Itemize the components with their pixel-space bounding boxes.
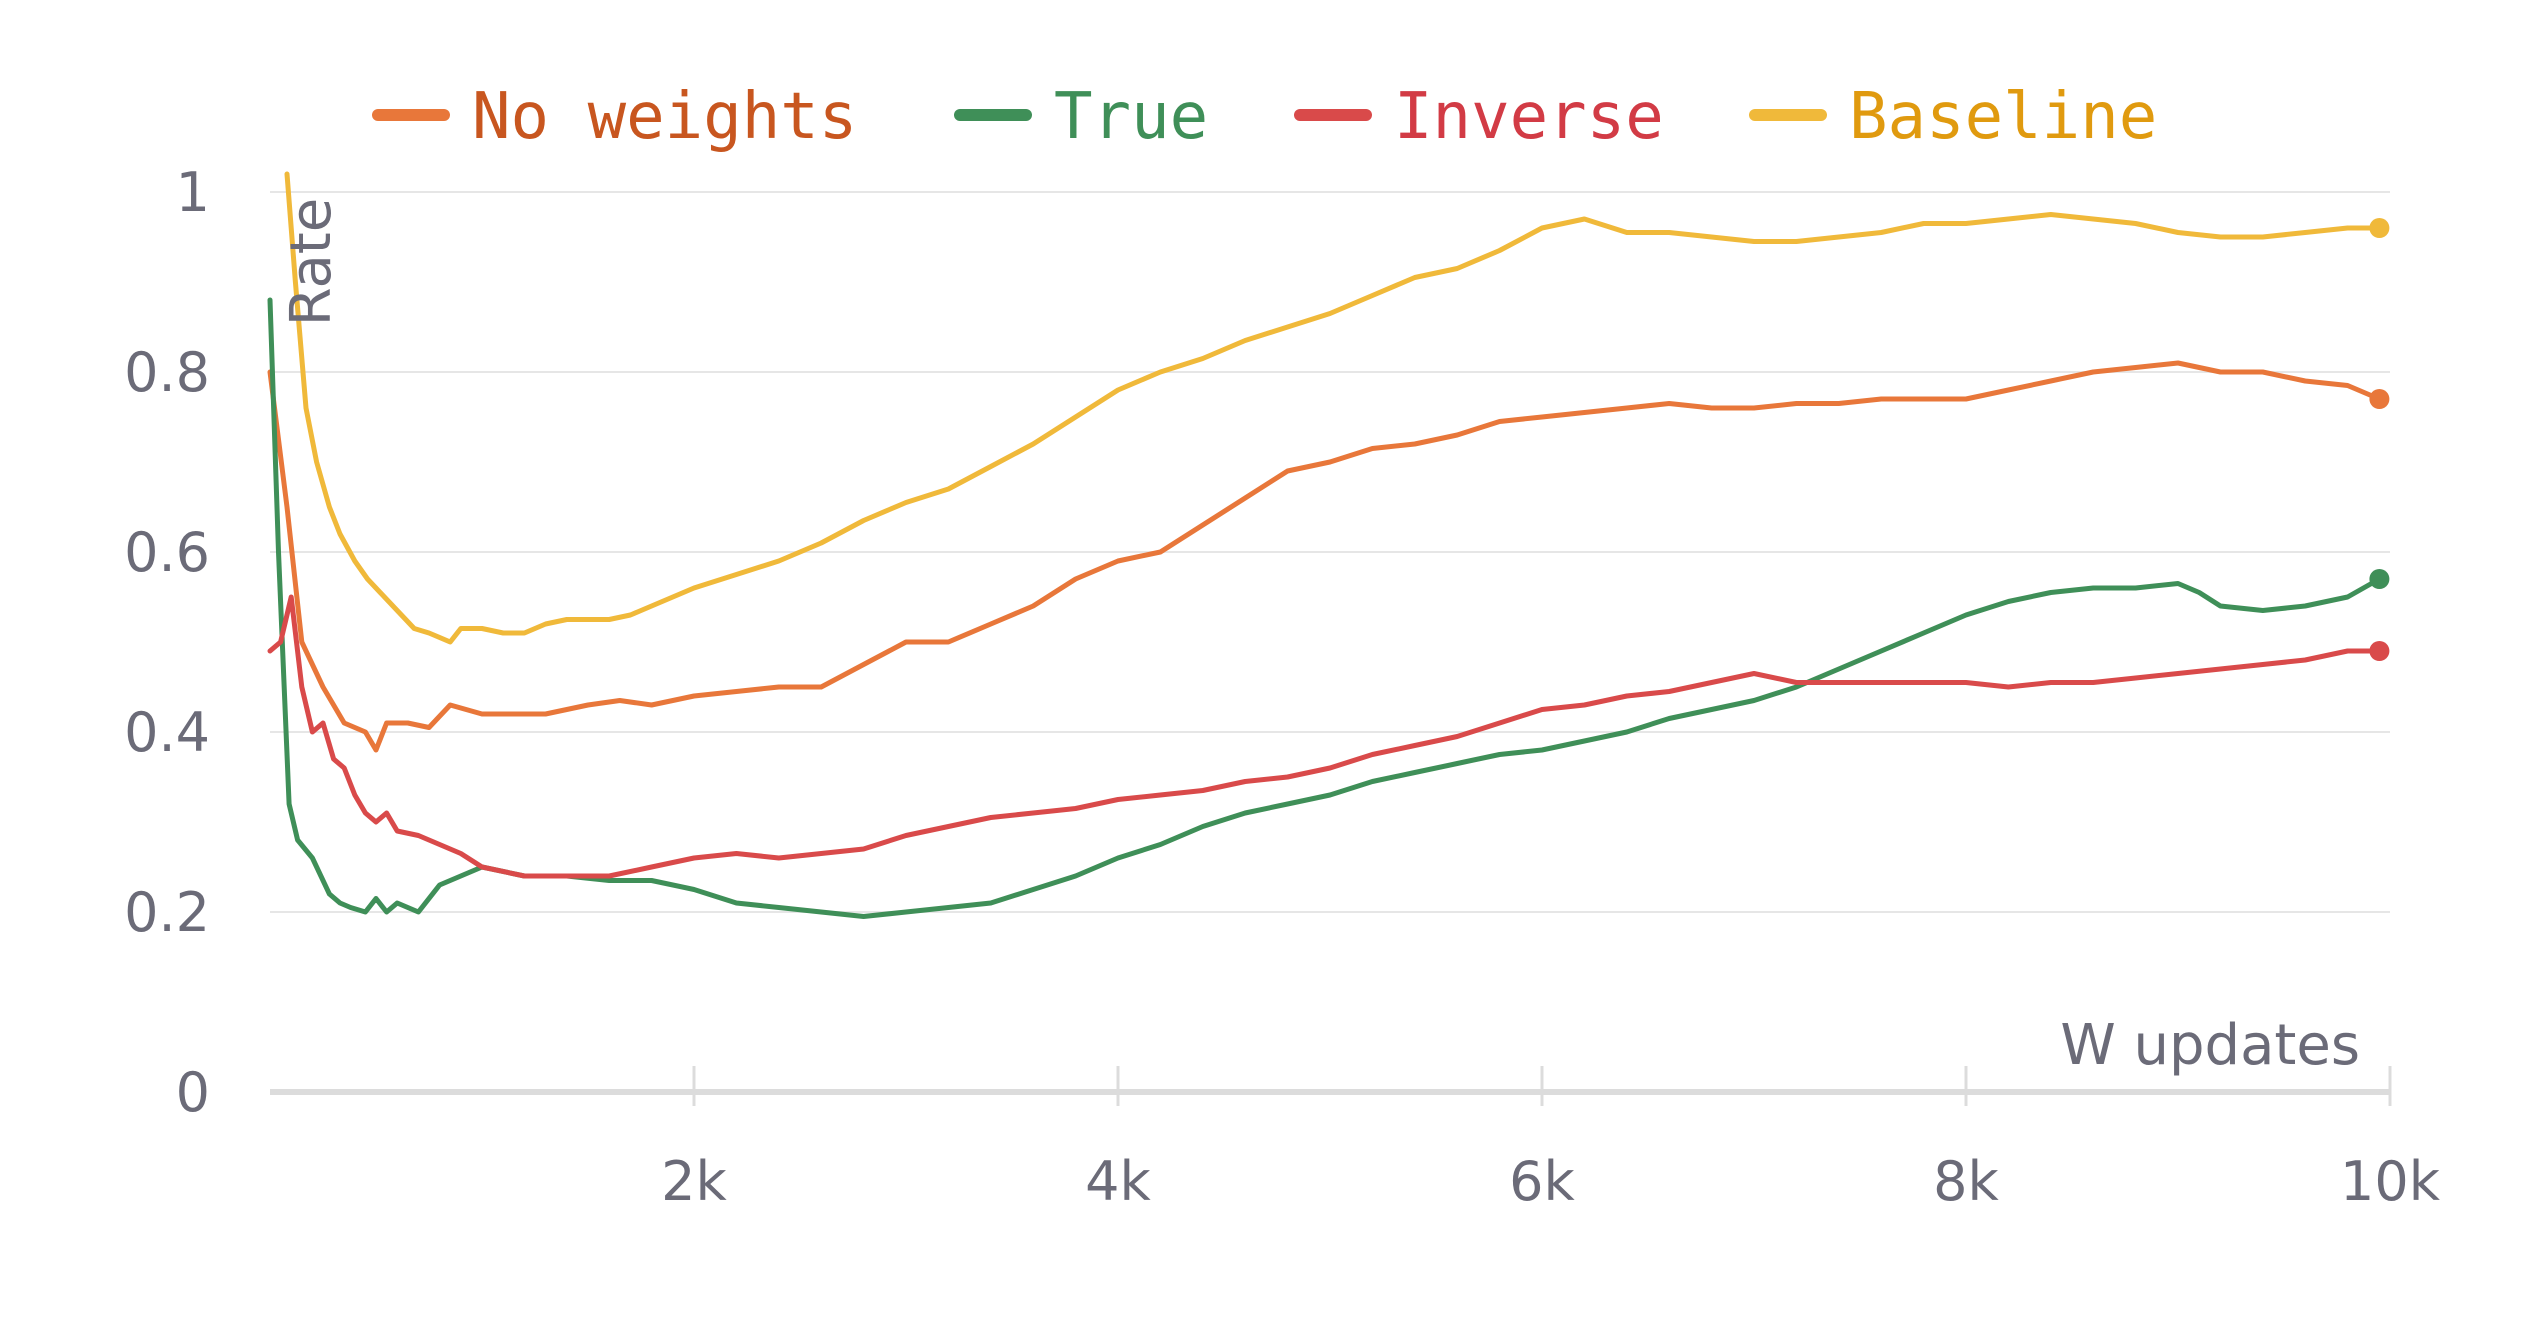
series-line-inverse xyxy=(267,594,2382,879)
legend-label: Baseline xyxy=(1849,80,2157,154)
series-line-true xyxy=(267,297,2382,919)
y-tick-label: 0 xyxy=(176,1061,210,1124)
x-tick-label: 2k xyxy=(661,1150,727,1213)
axis-layer: 0 0.2 0.4 0.6 0.8 1 2k 4k 6k 8k 10k xyxy=(124,161,2441,1213)
legend-label: No weights xyxy=(472,80,857,154)
legend-label: True xyxy=(1054,80,1208,154)
series-line-no-weights xyxy=(267,360,2382,753)
series-layer xyxy=(267,171,2390,919)
x-tick-label: 6k xyxy=(1509,1150,1575,1213)
x-tick-label: 8k xyxy=(1933,1150,1999,1213)
y-tick-label: 0.6 xyxy=(124,521,210,584)
legend: No weights True Inverse Baseline xyxy=(372,80,2157,154)
grid-layer xyxy=(270,191,2390,913)
y-axis-label: Rate xyxy=(279,198,344,326)
series-endpoint-no-weights xyxy=(2369,389,2390,409)
x-tick-label: 4k xyxy=(1085,1150,1151,1213)
series-line-baseline xyxy=(284,171,2382,645)
series-endpoint-inverse xyxy=(2369,641,2390,661)
series-endpoint-baseline xyxy=(2369,218,2390,238)
x-tick-label: 10k xyxy=(2340,1150,2441,1213)
y-tick-label: 0.8 xyxy=(124,341,210,404)
y-tick-label: 0.2 xyxy=(124,881,210,944)
x-axis-label: W updates xyxy=(2060,1013,2360,1078)
legend-label: Inverse xyxy=(1394,80,1664,154)
y-tick-label: 1 xyxy=(176,161,210,224)
series-endpoint-true xyxy=(2369,569,2390,589)
y-tick-label: 0.4 xyxy=(124,701,210,764)
